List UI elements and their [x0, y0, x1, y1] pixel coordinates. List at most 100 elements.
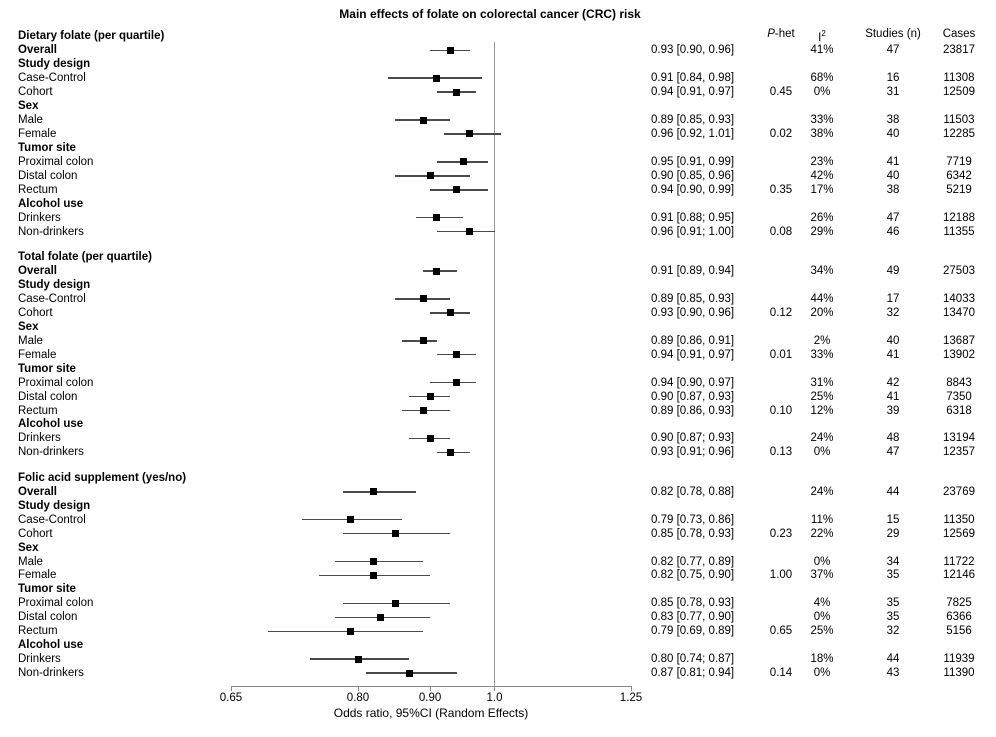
forest-row: Drinkers 0.90 [0.87; 0.93] 24% 48 13194: [0, 431, 996, 445]
phet-value: 0.13: [769, 446, 793, 459]
forest-row: Distal colon 0.90 [0.87, 0.93] 25% 41 7350: [0, 390, 996, 404]
i2-value: 26%: [810, 211, 834, 224]
or-marker: [391, 530, 399, 538]
row-label: Distal colon: [18, 169, 78, 182]
ci-text: 0.79 [0.69, 0.89]: [651, 625, 735, 638]
or-marker: [453, 379, 461, 387]
ci-text: 0.90 [0.85, 0.96]: [651, 169, 735, 182]
cases-value: 12146: [943, 569, 975, 582]
cases-value: 11355: [943, 225, 975, 238]
x-tick: [230, 686, 232, 691]
or-marker: [369, 488, 377, 496]
i2-value: 4%: [813, 597, 831, 610]
or-marker: [377, 613, 385, 621]
cases-value: 6342: [946, 169, 972, 182]
studies-value: 31: [886, 86, 900, 99]
row-label: Drinkers: [18, 432, 61, 445]
row-label: Tumor site: [18, 583, 76, 596]
or-marker: [426, 434, 434, 442]
ci-text: 0.91 [0.84, 0.98]: [651, 72, 735, 85]
studies-value: 32: [886, 306, 900, 319]
row-label: Study design: [18, 58, 91, 71]
i2-value: 41%: [810, 44, 834, 57]
or-marker: [453, 186, 461, 194]
row-label: Drinkers: [18, 653, 61, 666]
cases-value: 11722: [943, 555, 975, 568]
or-marker: [419, 407, 427, 414]
group-header-row: Tumor site: [0, 141, 996, 155]
cases-value: 13194: [943, 432, 975, 445]
ci-text: 0.85 [0.78, 0.93]: [651, 597, 735, 610]
cases-value: 5219: [946, 183, 972, 196]
x-tick-label: 0.65: [219, 692, 243, 704]
forest-row: Proximal colon 0.94 [0.90, 0.97] 31% 42 8843: [0, 376, 996, 390]
x-tick-label: 1.0: [486, 692, 503, 704]
forest-row: Cohort 0.93 [0.90, 0.96] 0.12 20% 32 13470: [0, 306, 996, 320]
ci-text: 0.89 [0.86, 0.93]: [651, 404, 735, 417]
cases-value: 12509: [943, 86, 975, 99]
cases-value: 11503: [943, 114, 975, 126]
cases-value: 7350: [946, 390, 972, 403]
row-label: Overall: [18, 44, 57, 57]
row-label: Alcohol use: [18, 197, 84, 210]
cases-value: 11350: [943, 513, 975, 526]
forest-row: Female 0.82 [0.75, 0.90] 1.00 37% 35 12146: [0, 568, 996, 582]
i2-value: 17%: [810, 183, 834, 196]
cases-value: 6318: [946, 404, 972, 417]
or-marker: [453, 88, 461, 96]
forest-row: Female 0.94 [0.91, 0.97] 0.01 33% 41 13902: [0, 348, 996, 362]
row-label: Female: [18, 569, 57, 582]
group-header-row: Sex: [0, 99, 996, 113]
ci-text: 0.94 [0.90, 0.97]: [651, 376, 735, 389]
cases-value: 13470: [943, 306, 975, 319]
x-axis-line: [231, 686, 631, 687]
forest-row: Distal colon 0.90 [0.85, 0.96] 42% 40 6342: [0, 169, 996, 183]
i2-value: 25%: [810, 625, 834, 638]
or-marker: [354, 655, 362, 663]
x-axis-label: Odds ratio, 95%CI (Random Effects): [333, 706, 529, 720]
i2-value: 0%: [813, 611, 831, 624]
phet-value: 0.23: [769, 527, 793, 540]
group-header-row: Tumor site: [0, 582, 996, 596]
studies-value: 48: [886, 432, 900, 445]
studies-value: 38: [886, 183, 900, 196]
forest-row: Case-Control 0.91 [0.84, 0.98] 68% 16 11308: [0, 71, 996, 85]
cases-value: 7719: [946, 155, 972, 168]
forest-row: Non-drinkers 0.96 [0.91; 1.00] 0.08 29% 46 11…: [0, 225, 996, 239]
x-tick-label: 0.80: [346, 692, 370, 704]
cases-value: 11390: [943, 667, 975, 680]
phet-value: 0.01: [769, 348, 793, 361]
section-title: Total folate (per quartile): [18, 251, 152, 264]
or-marker: [446, 46, 454, 54]
or-marker: [369, 571, 377, 579]
i2-value: 38%: [810, 127, 834, 140]
group-header-row: Sex: [0, 320, 996, 334]
ci-text: 0.90 [0.87, 0.93]: [651, 390, 735, 403]
group-header-row: Study design: [0, 278, 996, 292]
row-label: Proximal colon: [18, 155, 94, 168]
col-header-studies: Studies (n): [865, 28, 921, 40]
i2-value: 12%: [810, 404, 834, 417]
group-header-row: Alcohol use: [0, 638, 996, 652]
row-label: Alcohol use: [18, 418, 84, 431]
phet-value: 0.02: [769, 127, 793, 140]
forest-row: Non-drinkers 0.93 [0.91; 0.96] 0.13 0% 47 123…: [0, 445, 996, 459]
studies-value: 46: [886, 225, 900, 238]
ci-line: [334, 560, 424, 563]
studies-value: 35: [886, 611, 900, 624]
i2-value: 44%: [810, 292, 834, 305]
ci-text: 0.87 [0.81; 0.94]: [651, 667, 735, 680]
i2-value: 18%: [810, 653, 834, 666]
row-label: Case-Control: [18, 513, 86, 526]
studies-value: 35: [886, 569, 900, 582]
forest-row: Case-Control 0.79 [0.73, 0.86] 11% 15 11350: [0, 513, 996, 527]
studies-value: 49: [886, 265, 900, 277]
section-title: Dietary folate (per quartile): [18, 30, 165, 43]
ci-text: 0.95 [0.91, 0.99]: [651, 155, 735, 168]
cases-value: 5156: [946, 625, 972, 638]
col-header-phet: P-het: [767, 27, 795, 41]
group-header-row: Study design: [0, 57, 996, 71]
row-label: Sex: [18, 100, 39, 113]
group-header-row: Alcohol use: [0, 417, 996, 431]
studies-value: 32: [886, 625, 900, 638]
